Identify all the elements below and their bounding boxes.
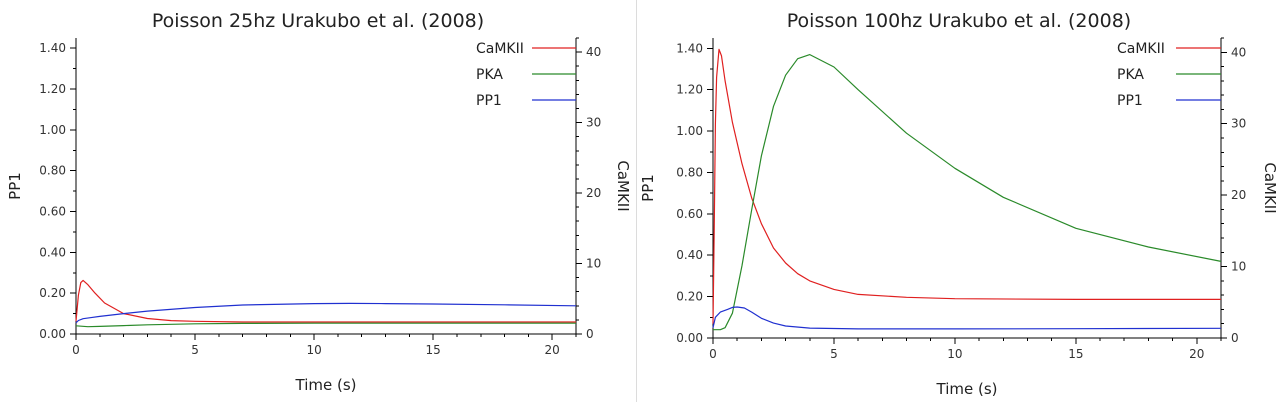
y2-tick-label: 40: [586, 45, 601, 59]
x-tick-label: 20: [1189, 347, 1204, 361]
x-tick-label: 15: [426, 343, 441, 357]
y-tick-label: 0.60: [39, 205, 66, 219]
series-line-pka: [713, 53, 1222, 331]
chart-title: Poisson 25hz Urakubo et al. (2008): [152, 10, 484, 32]
y-tick-label: 0.00: [676, 331, 703, 345]
series-line-pp1: [712, 306, 1222, 330]
x-tick-label: 0: [709, 347, 717, 361]
y2-tick-label: 40: [1231, 45, 1246, 59]
y-tick-label: 0.80: [676, 165, 703, 179]
x-axis-label: Time (s): [295, 376, 357, 394]
y-tick-label: 1.20: [676, 83, 703, 97]
y-tick-label: 1.00: [39, 123, 66, 137]
legend-label: PP1: [1117, 93, 1143, 109]
y2-tick-label: 0: [586, 327, 594, 341]
panel-divider: [636, 0, 637, 402]
y-tick-label: 0.00: [39, 327, 66, 341]
legend-label: PKA: [1117, 67, 1144, 83]
y-tick-label: 0.60: [676, 207, 703, 221]
y2-tick-label: 30: [1231, 117, 1246, 131]
y-axis-label: PP1: [639, 174, 657, 202]
series-line-camkii: [75, 279, 576, 323]
y-tick-label: 1.40: [39, 41, 66, 55]
y-tick-label: 0.20: [676, 290, 703, 304]
y2-tick-label: 30: [586, 116, 601, 130]
y-tick-label: 0.20: [39, 286, 66, 300]
y2-tick-label: 10: [586, 257, 601, 271]
y-axis-label: PP1: [6, 172, 24, 200]
series-line-camkii: [712, 48, 1221, 324]
y2-tick-label: 20: [586, 186, 601, 200]
chart-panel-25hz: Poisson 25hz Urakubo et al. (2008) 0.00 0.…: [6, 10, 632, 394]
legend-label: PP1: [476, 93, 502, 109]
legend-label: PKA: [476, 67, 503, 83]
y2-axis-label: CaMKII: [1261, 162, 1279, 213]
x-tick-label: 15: [1068, 347, 1083, 361]
x-tick-label: 20: [545, 343, 560, 357]
series-line-pka: [75, 322, 576, 328]
series-line-pp1: [75, 302, 577, 324]
y2-tick-label: 0: [1231, 331, 1239, 345]
x-tick-label: 0: [72, 343, 80, 357]
y-tick-label: 0.40: [39, 245, 66, 259]
x-tick-label: 10: [947, 347, 962, 361]
x-tick-label: 5: [191, 343, 199, 357]
chart-title: Poisson 100hz Urakubo et al. (2008): [787, 10, 1131, 32]
y-tick-label: 0.40: [676, 248, 703, 262]
y2-tick-label: 20: [1231, 188, 1246, 202]
y-tick-label: 0.80: [39, 164, 66, 178]
legend-label: CaMKII: [476, 41, 524, 57]
x-tick-label: 5: [830, 347, 838, 361]
legend-label: CaMKII: [1117, 41, 1165, 57]
y-tick-label: 1.20: [39, 82, 66, 96]
x-tick-label: 10: [306, 343, 321, 357]
chart-panel-100hz: Poisson 100hz Urakubo et al. (2008) 0.00 0…: [639, 10, 1279, 398]
y-tick-label: 1.00: [676, 124, 703, 138]
x-axis-label: Time (s): [936, 380, 998, 398]
y2-axis-label: CaMKII: [614, 160, 632, 211]
y2-tick-label: 10: [1231, 260, 1246, 274]
y-tick-label: 1.40: [676, 41, 703, 55]
